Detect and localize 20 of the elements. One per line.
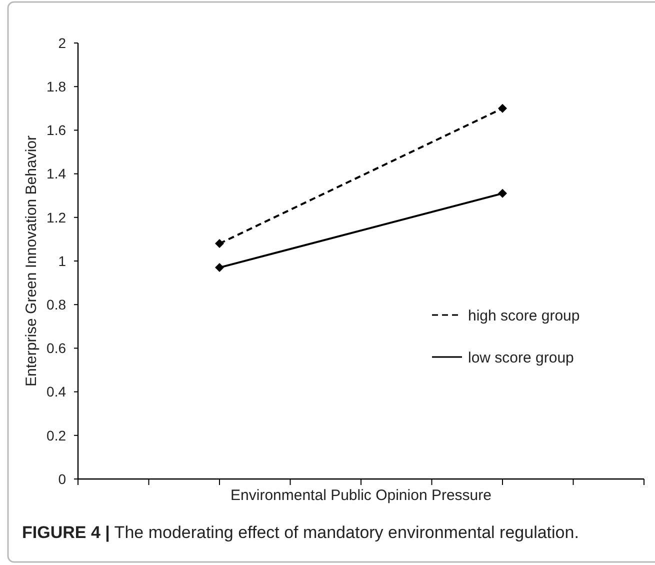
y-tick-label: 1.4: [46, 166, 66, 182]
legend-label: low score group: [468, 349, 574, 366]
y-tick-label: 0.6: [46, 340, 66, 356]
y-tick-label: 1.8: [46, 78, 66, 94]
y-tick-label: 1.6: [46, 122, 66, 138]
y-tick-label: 1.2: [46, 209, 66, 226]
caption: FIGURE 4 | The moderating effect of mandatory environmental regulation.: [22, 523, 579, 542]
y-tick-label: 0.4: [46, 384, 66, 400]
point: [498, 188, 507, 198]
y-tick-label: 0: [58, 470, 66, 487]
x-axis-title: Environmental Public Opinion Pressure: [230, 487, 492, 504]
y-axis-title: Enterprise Green Innovation Behavior: [23, 136, 40, 386]
point: [215, 239, 224, 248]
point: [498, 104, 507, 113]
y-tick-label: 0.8: [46, 296, 66, 312]
point: [215, 263, 224, 272]
y-tick-label: 0.2: [46, 427, 66, 444]
y-tick-label: 2: [58, 34, 66, 51]
y-tick-label: 1: [58, 252, 66, 269]
legend-label: high score group: [468, 307, 580, 324]
